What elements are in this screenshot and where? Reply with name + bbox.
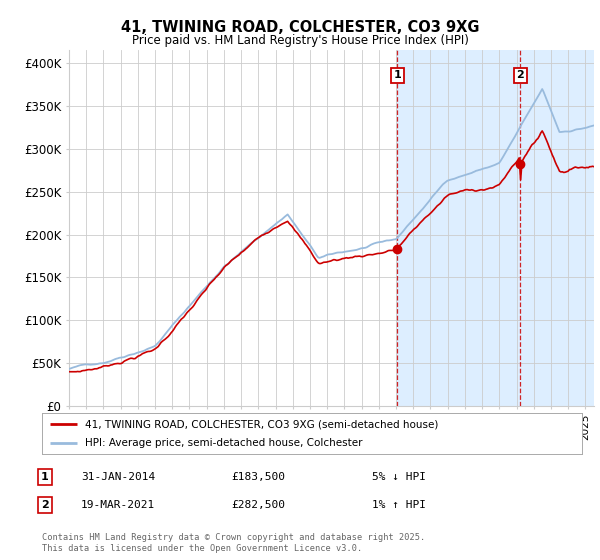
Bar — [397, 50, 594, 406]
Text: HPI: Average price, semi-detached house, Colchester: HPI: Average price, semi-detached house,… — [85, 438, 363, 447]
Text: 19-MAR-2021: 19-MAR-2021 — [81, 500, 155, 510]
Text: 41, TWINING ROAD, COLCHESTER, CO3 9XG: 41, TWINING ROAD, COLCHESTER, CO3 9XG — [121, 21, 479, 35]
Text: 2: 2 — [41, 500, 49, 510]
Text: Contains HM Land Registry data © Crown copyright and database right 2025.
This d: Contains HM Land Registry data © Crown c… — [42, 533, 425, 553]
Text: £183,500: £183,500 — [231, 472, 285, 482]
Text: 41, TWINING ROAD, COLCHESTER, CO3 9XG (semi-detached house): 41, TWINING ROAD, COLCHESTER, CO3 9XG (s… — [85, 419, 439, 429]
Text: £282,500: £282,500 — [231, 500, 285, 510]
Text: 1: 1 — [394, 71, 401, 80]
Text: 5% ↓ HPI: 5% ↓ HPI — [372, 472, 426, 482]
Text: 31-JAN-2014: 31-JAN-2014 — [81, 472, 155, 482]
Text: 1: 1 — [41, 472, 49, 482]
Text: 2: 2 — [516, 71, 524, 80]
Text: 1% ↑ HPI: 1% ↑ HPI — [372, 500, 426, 510]
Text: Price paid vs. HM Land Registry's House Price Index (HPI): Price paid vs. HM Land Registry's House … — [131, 34, 469, 47]
